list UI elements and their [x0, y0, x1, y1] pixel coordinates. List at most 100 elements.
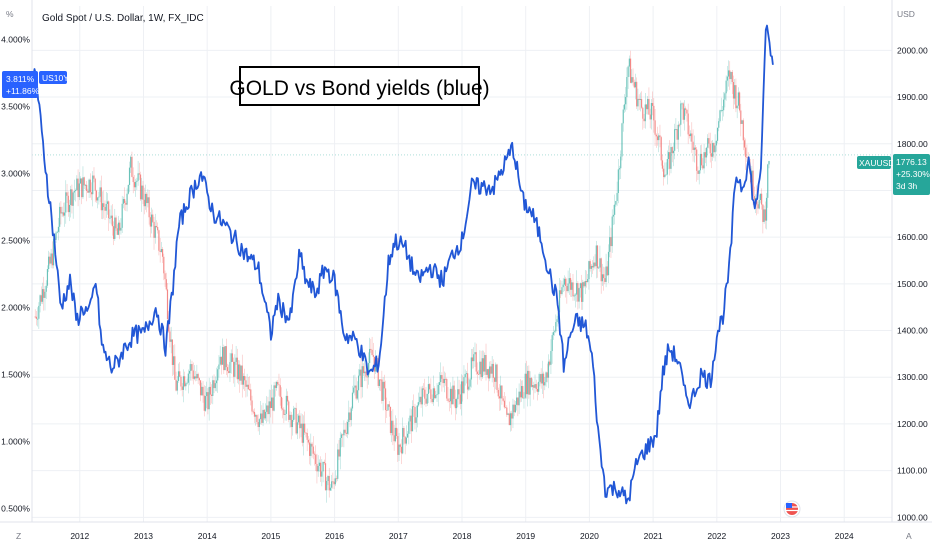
x-tick-label: 2021 [644, 531, 663, 541]
gold-candle-body [62, 212, 64, 216]
gold-candle-body [607, 251, 610, 276]
gold-candle-body [219, 356, 221, 365]
us-flag-icon[interactable] [783, 500, 801, 518]
gold-candle-body [359, 369, 361, 376]
gold-candle-body [97, 197, 99, 201]
gold-candle-body [486, 369, 488, 375]
gold-candle-body [274, 385, 276, 388]
gold-candle-body [585, 280, 588, 283]
gold-candle-body [556, 319, 558, 323]
gold-badge[interactable]: XAUUSD 1776.13 +25.30% 3d 3h [857, 154, 930, 195]
gold-candle-body [153, 221, 155, 238]
gold-candle-body [304, 423, 306, 433]
gold-candle-body [331, 481, 333, 488]
gold-candle-body [487, 369, 490, 379]
gold-candle-body [166, 289, 169, 319]
gold-candle-body [88, 179, 90, 193]
gold-candle-body [335, 478, 338, 480]
gold-candle-body [364, 371, 366, 374]
gold-candle-body [449, 388, 452, 402]
gold-candle-body [202, 386, 204, 396]
gold-candle-body [78, 183, 80, 198]
gold-candle-body [191, 364, 193, 371]
gold-candle-body [280, 396, 283, 409]
gold-candle-body [498, 396, 501, 399]
gold-candle-body [512, 404, 514, 419]
auto-scale-label[interactable]: A [906, 531, 912, 541]
gold-candle-body [300, 423, 302, 429]
gold-candle-body [185, 383, 187, 387]
gold-candle-body [720, 110, 722, 112]
gold-candle-body [327, 476, 329, 481]
gold-candle-body [73, 191, 75, 193]
gold-candle-body [296, 422, 298, 434]
gold-candle-body [480, 361, 482, 378]
gold-candle-body [310, 443, 312, 456]
gold-candle-body [612, 214, 615, 217]
gold-candle-body [739, 92, 741, 111]
gold-candle-body [659, 135, 661, 138]
gold-candle-body [534, 384, 536, 388]
gold-candle-body [452, 385, 454, 405]
gold-candle-body [459, 394, 461, 404]
gold-candle-body [436, 394, 438, 396]
timezone-corner-label[interactable]: Z [16, 531, 21, 541]
gold-candle-body [649, 114, 651, 120]
gold-candle-body [655, 134, 657, 137]
x-tick-label: 2013 [134, 531, 153, 541]
time-axis-ticks[interactable]: 2012 2013 2014 2015 2016 2017 2018 2019 2020 2021… [70, 531, 854, 541]
gold-candle-body [60, 206, 62, 214]
gold-candle-body [440, 375, 442, 383]
gold-candle-body [328, 476, 330, 491]
gold-candle-body [89, 179, 91, 193]
gold-candle-body [231, 353, 234, 362]
gold-candle-body [136, 180, 138, 182]
gold-candle-body [518, 391, 520, 406]
yield-badge[interactable]: 3.811% +11.86% US10Y [2, 71, 69, 98]
gold-candle-body [590, 265, 592, 269]
gold-candle-body [644, 104, 646, 122]
gold-candle-body [727, 70, 730, 77]
gold-candle-body [299, 415, 301, 429]
gold-candle-body [719, 110, 721, 122]
gold-candle-body [497, 389, 499, 397]
gold-candle-body [715, 140, 717, 146]
gold-candle-body [117, 222, 120, 235]
gold-candle-body [618, 168, 621, 170]
gold-candle-body [768, 161, 770, 165]
gold-candle-body [503, 400, 505, 408]
gold-candle-body [528, 370, 530, 395]
gold-candle-body [620, 156, 622, 169]
gold-candle-body [49, 256, 51, 264]
gold-candle-body [382, 381, 384, 401]
gold-candle-body [68, 204, 71, 213]
annotation-box[interactable]: GOLD vs Bond yields (blue) [229, 66, 490, 106]
gold-candle-body [297, 415, 300, 423]
symbol-title[interactable]: Gold Spot / U.S. Dollar, 1W, FX_IDC [42, 13, 204, 24]
gold-candle-body [380, 379, 382, 381]
gold-candle-body [132, 176, 134, 183]
gold-candle-body [712, 143, 714, 157]
gold-candle-body [46, 269, 49, 286]
gold-candle-body [349, 412, 351, 421]
gold-candle-body [79, 178, 82, 184]
gold-candle-body [408, 421, 410, 434]
gold-candle-body [460, 381, 463, 404]
gold-candle-body [263, 409, 265, 419]
gold-candle-body [485, 355, 487, 375]
gold-candle-body [421, 388, 423, 405]
gold-badge-bg [893, 154, 930, 195]
gold-candle-body [563, 278, 566, 285]
gold-candle-body [681, 103, 683, 105]
gold-candle-body [555, 322, 557, 332]
gold-candle-body [188, 370, 191, 374]
gold-candle-body [476, 371, 479, 374]
gold-candle-body [37, 318, 39, 320]
gold-candle-body [407, 433, 409, 438]
gold-candle-body [342, 434, 344, 436]
gold-candle-body [416, 405, 419, 418]
gold-candle-body [318, 462, 321, 466]
left-axis-ticks[interactable]: 0.500% 1.000% 1.500% 2.000% 2.500% 3.000% 3.50… [1, 35, 30, 514]
gold-candle-body [626, 77, 628, 98]
gold-candle-body [275, 381, 278, 388]
